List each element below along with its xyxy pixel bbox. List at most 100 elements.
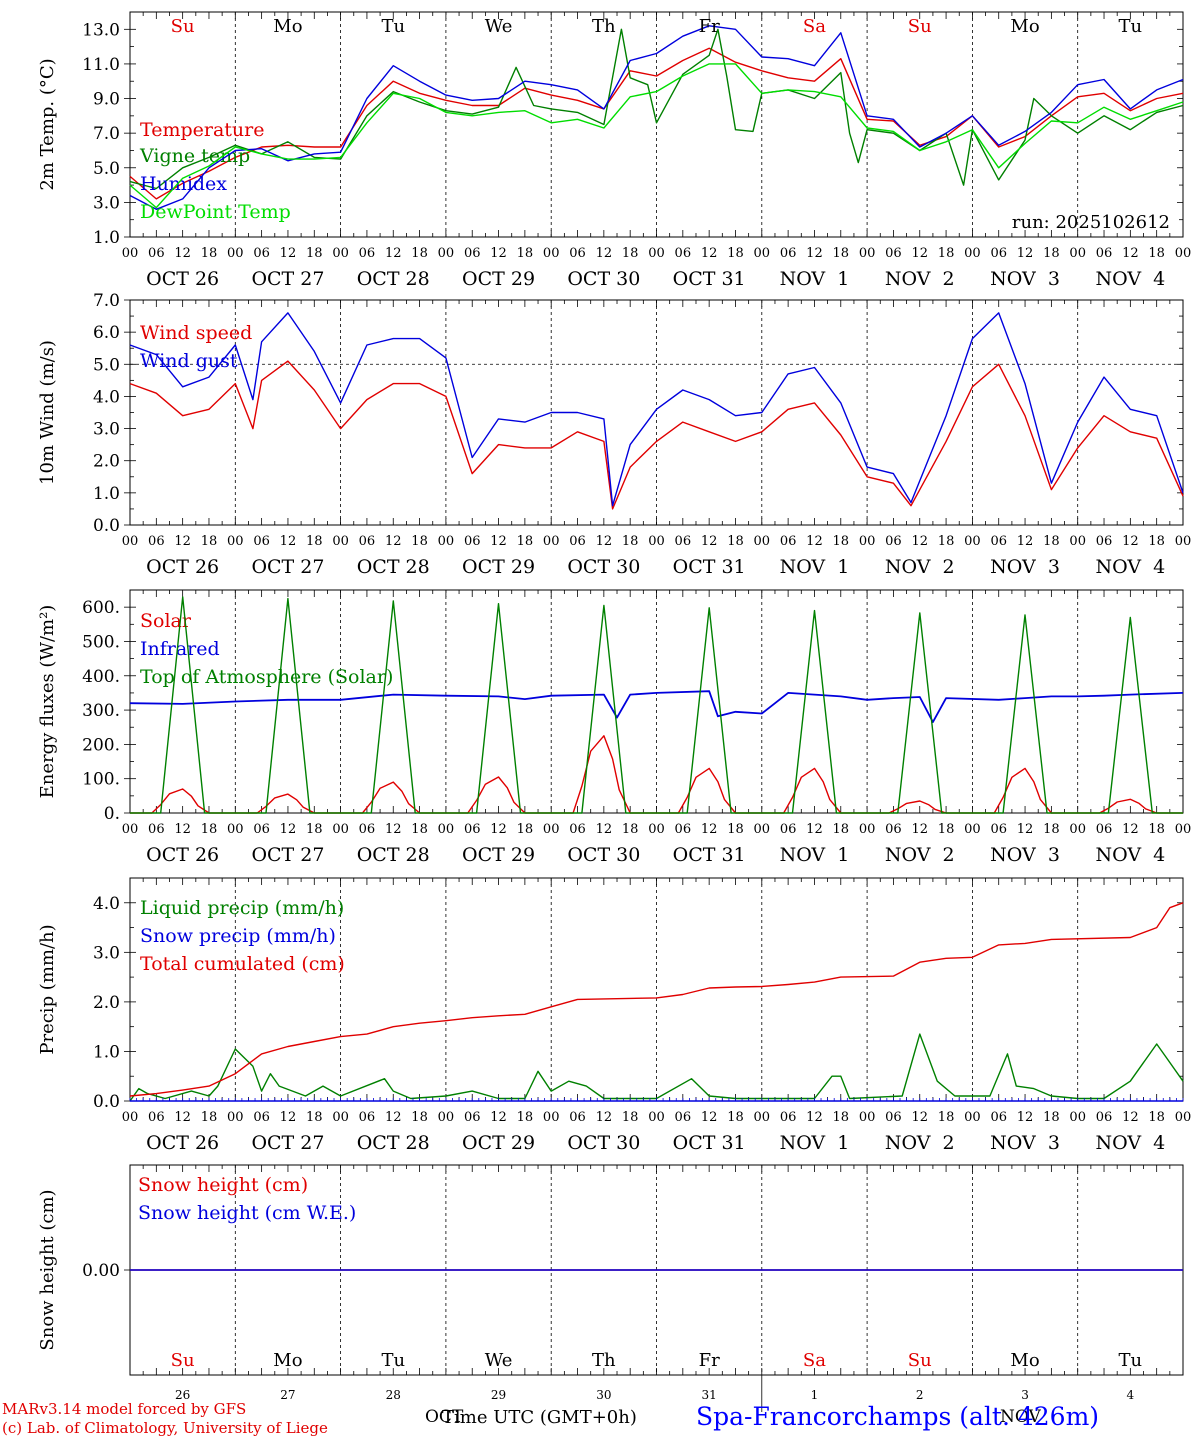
- hour-tick-label: 18: [1043, 1110, 1060, 1125]
- date-label: OCT 28: [357, 1132, 430, 1154]
- hour-tick-label: 06: [359, 822, 376, 837]
- hour-tick-label: 12: [596, 822, 613, 837]
- hour-tick-label: 00: [648, 246, 665, 261]
- hour-tick-label: 18: [727, 1110, 744, 1125]
- hour-tick-label: 18: [517, 534, 534, 549]
- y-tick-label: 300.: [82, 701, 120, 721]
- hour-tick-label: 06: [990, 822, 1007, 837]
- panel-frame: [129, 299, 1184, 526]
- date-label: OCT 27: [251, 556, 324, 578]
- date-label: OCT 27: [251, 1132, 324, 1154]
- hour-tick-label: 06: [464, 1110, 481, 1125]
- hour-tick-label: 18: [1148, 1110, 1165, 1125]
- day-abbr: Th: [592, 16, 616, 37]
- panel-snow: 0.00 Snow height (cm) Snow height (cm) Snow…: [37, 1164, 1184, 1412]
- y-tick-label: 4.0: [93, 387, 120, 407]
- series-temperature: [129, 47, 1184, 200]
- panel-precip: 0.0 1.0 2.0 3.0 4.0 Precip (mm/h) Liquid preci…: [37, 877, 1191, 1154]
- hour-tick-label: 06: [780, 822, 797, 837]
- day-number: 26: [175, 1388, 190, 1402]
- y-tick-label: 13.0: [82, 20, 120, 40]
- legend-entry: Infrared: [140, 638, 220, 660]
- hour-tick-label: 06: [253, 822, 270, 837]
- hour-tick-label: 00: [332, 246, 349, 261]
- legend-entry: Snow height (cm): [138, 1174, 308, 1196]
- date-label: NOV 1: [780, 844, 850, 866]
- legend-entry: Snow height (cm W.E.): [138, 1202, 356, 1224]
- hour-tick-label: 06: [780, 534, 797, 549]
- hour-tick-label: 18: [938, 246, 955, 261]
- date-label: OCT 26: [146, 844, 219, 866]
- hour-tick-label: 18: [201, 1110, 218, 1125]
- hour-tick-label: 00: [859, 246, 876, 261]
- legend-entry: Snow precip (mm/h): [140, 925, 336, 947]
- date-label: OCT 31: [673, 1132, 746, 1154]
- hour-tick-label: 12: [1017, 822, 1034, 837]
- hour-tick-label: 06: [1096, 822, 1113, 837]
- hour-tick-label: 12: [806, 1110, 823, 1125]
- hour-tick-label: 00: [543, 246, 560, 261]
- hour-tick-label: 18: [833, 822, 850, 837]
- date-label: OCT 26: [146, 556, 219, 578]
- hour-tick-label: 18: [622, 822, 639, 837]
- y-tick-label: 3.0: [93, 193, 120, 213]
- hour-tick-label: 18: [1148, 822, 1165, 837]
- run-label: run: 2025102612: [1012, 212, 1170, 233]
- hour-tick-label: 06: [1096, 1110, 1113, 1125]
- hour-tick-label: 18: [938, 534, 955, 549]
- hour-tick-label: 00: [964, 1110, 981, 1125]
- y-axis-label: Snow height (cm): [37, 1189, 58, 1350]
- day-abbr: Sa: [803, 16, 826, 37]
- hour-tick-label: 06: [359, 1110, 376, 1125]
- hour-tick-label: 06: [148, 1110, 165, 1125]
- hour-tick-label: 18: [1148, 246, 1165, 261]
- hour-tick-label: 18: [833, 246, 850, 261]
- hour-tick-label: 18: [517, 1110, 534, 1125]
- hour-tick-label: 00: [1175, 246, 1192, 261]
- hour-tick-label: 12: [701, 534, 718, 549]
- y-tick-label: 600.: [82, 598, 120, 618]
- hour-tick-label: 12: [596, 1110, 613, 1125]
- hour-tick-label: 18: [306, 246, 323, 261]
- hour-tick-label: 12: [911, 246, 928, 261]
- hour-tick-label: 06: [990, 534, 1007, 549]
- hour-tick-label: 06: [148, 246, 165, 261]
- hour-tick-label: 12: [280, 1110, 297, 1125]
- y-tick-label: 7.0: [93, 291, 120, 311]
- date-label: OCT 30: [567, 556, 640, 578]
- hour-tick-label: 00: [648, 1110, 665, 1125]
- day-abbr: Fr: [699, 1350, 720, 1371]
- date-label: OCT 28: [357, 268, 430, 290]
- hour-tick-label: 06: [253, 246, 270, 261]
- hour-tick-label: 12: [385, 822, 402, 837]
- day-abbr: Su: [908, 16, 932, 37]
- hour-tick-label: 00: [227, 822, 244, 837]
- hour-tick-label: 18: [411, 246, 428, 261]
- hour-tick-label: 18: [622, 246, 639, 261]
- date-label: NOV 2: [885, 1132, 955, 1154]
- hour-tick-label: 00: [438, 534, 455, 549]
- hour-tick-label: 00: [438, 246, 455, 261]
- day-number: 3: [1021, 1388, 1029, 1402]
- hour-tick-label: 12: [911, 822, 928, 837]
- hour-tick-label: 06: [1096, 246, 1113, 261]
- hour-tick-label: 12: [174, 822, 191, 837]
- hour-tick-label: 06: [464, 534, 481, 549]
- y-tick-label: 1.0: [93, 1042, 120, 1062]
- legend-entry: Wind speed: [140, 322, 252, 344]
- legend-entry: Temperature: [140, 119, 264, 141]
- hour-tick-label: 06: [359, 534, 376, 549]
- hour-tick-label: 06: [990, 246, 1007, 261]
- date-label: OCT 28: [357, 556, 430, 578]
- y-tick-label: 100.: [82, 770, 120, 790]
- hour-tick-label: 06: [675, 534, 692, 549]
- hour-tick-label: 00: [543, 822, 560, 837]
- date-label: NOV 3: [990, 1132, 1060, 1154]
- date-label: OCT 31: [673, 556, 746, 578]
- hour-tick-label: 00: [438, 822, 455, 837]
- hour-tick-label: 00: [227, 1110, 244, 1125]
- hour-tick-label: 00: [754, 822, 771, 837]
- y-tick-label: 2.0: [93, 452, 120, 472]
- hour-tick-label: 12: [911, 534, 928, 549]
- hour-tick-label: 12: [280, 534, 297, 549]
